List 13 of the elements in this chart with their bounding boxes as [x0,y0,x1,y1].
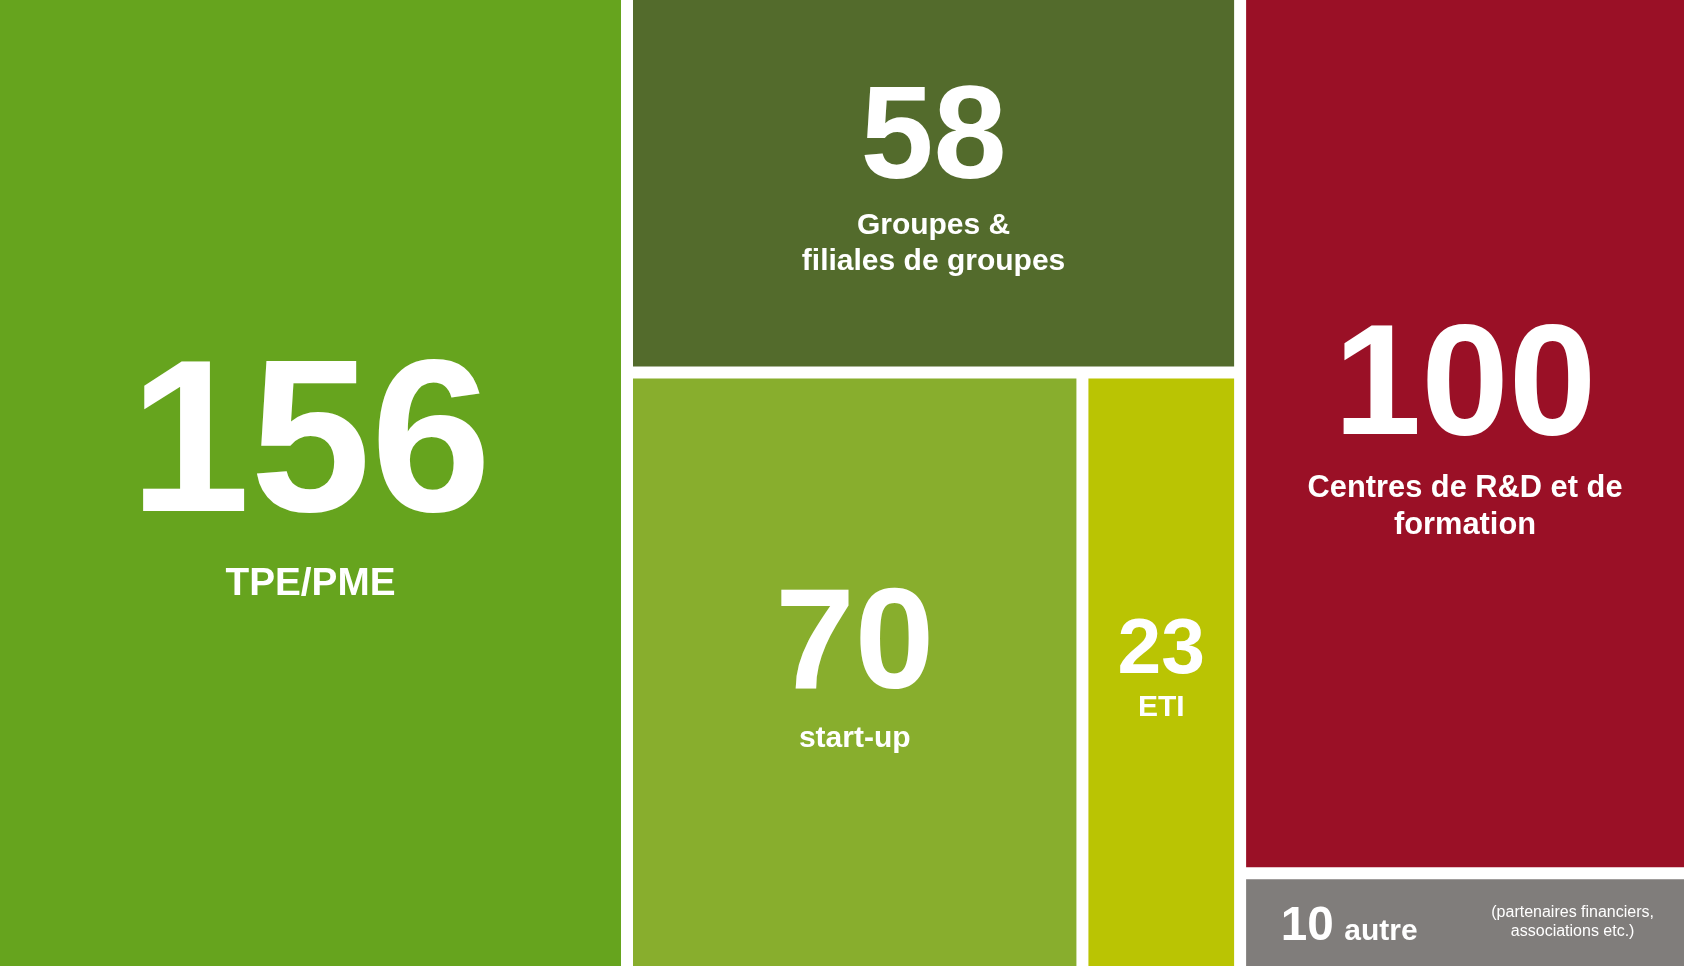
text: (partenaires financiers, associations etc.) [1491,903,1654,940]
data-label: 23 [1117,601,1205,690]
data-label: 100 [1333,290,1597,467]
category-label: start-up [798,719,911,753]
category-label: TPE/PME [225,560,396,604]
category-label: ETI [1137,688,1185,722]
category-label: Groupes & filiales de groupes [801,207,1066,277]
data-label: 58 [860,59,1007,207]
data-label: 70 [775,558,935,718]
data-label: 156 [129,314,492,557]
category-label: Centres de R&D et de formation [1307,469,1623,542]
category-label: autre [1344,912,1418,946]
data-label: 10 [1280,896,1334,950]
